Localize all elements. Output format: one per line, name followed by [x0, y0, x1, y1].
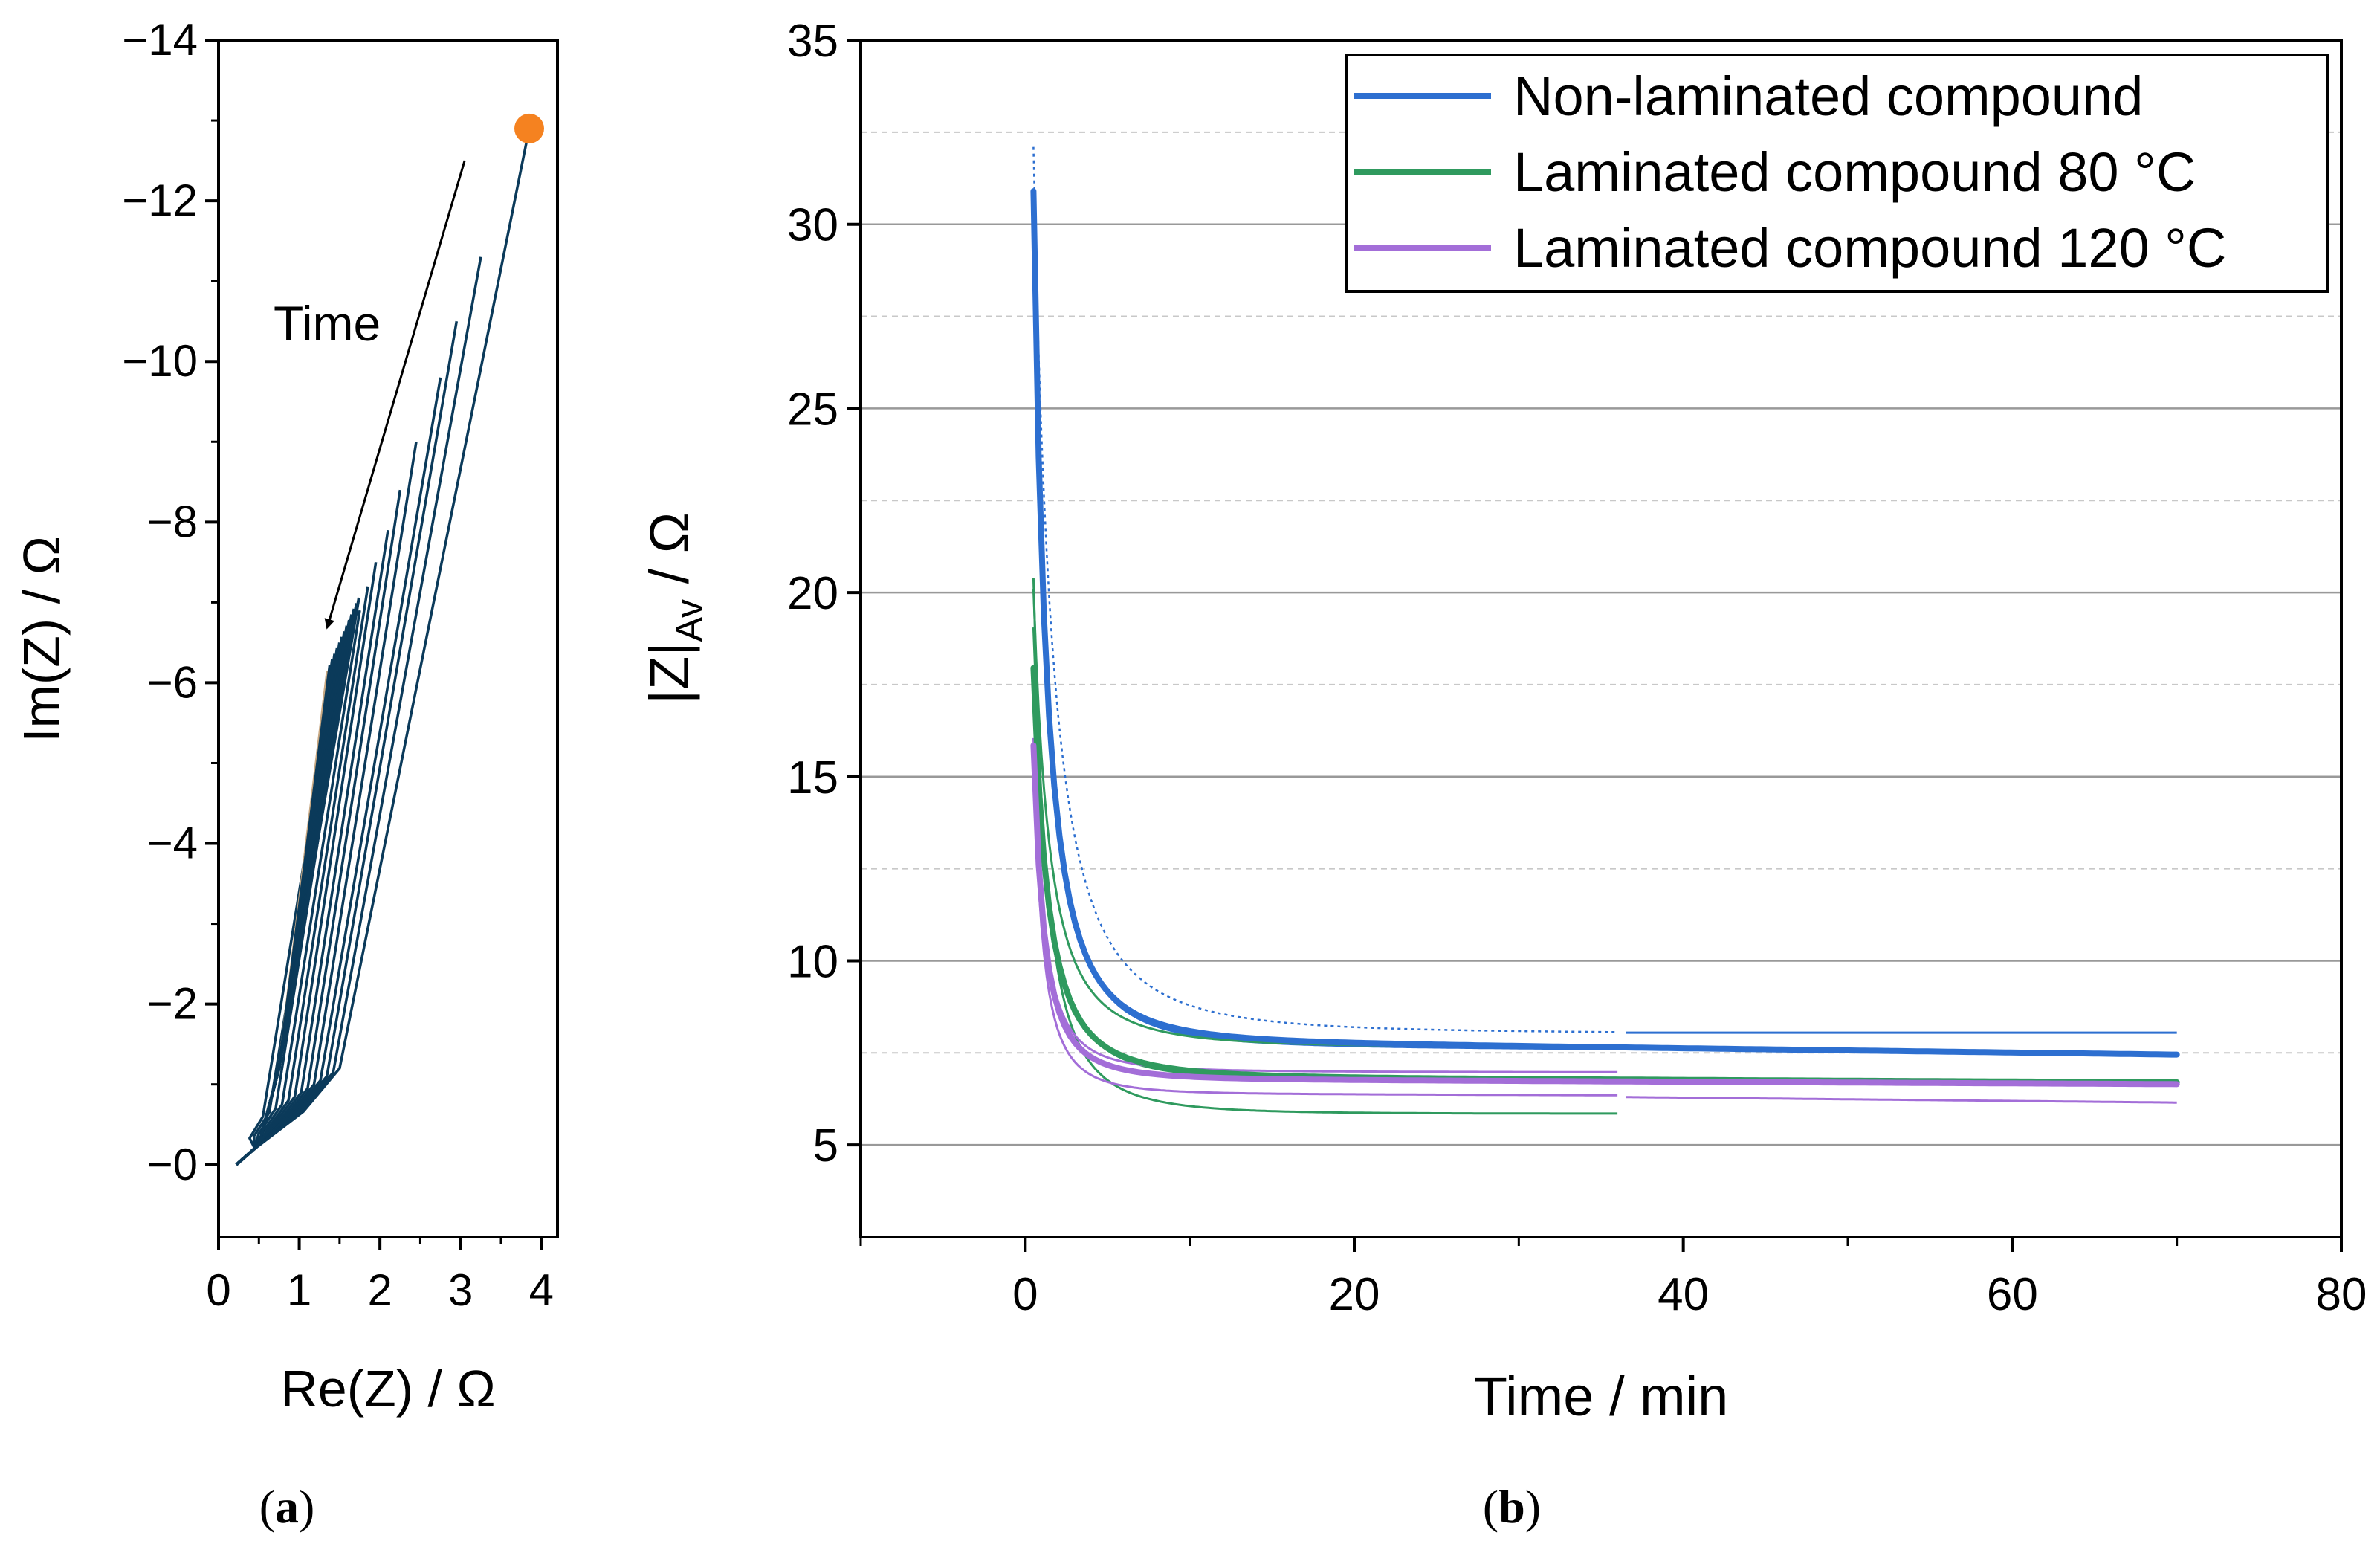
- replicate-line-non_laminated: [1032, 146, 1618, 1033]
- nyquist-late-spectrum-line: [235, 597, 360, 1166]
- impedance-y-axis-label-unit: / Ω: [638, 512, 700, 599]
- legend-box: [1345, 54, 2329, 293]
- impedance-x-tick-label: 40: [1658, 1269, 1709, 1320]
- nyquist-x-tick-label: 0: [206, 1265, 230, 1315]
- nyquist-y-tick-label: −0: [147, 1140, 198, 1189]
- nyquist-y-tick-label: −12: [122, 175, 198, 225]
- panel-label-b: (b): [1483, 1480, 1541, 1533]
- nyquist-y-tick-label: −10: [122, 336, 198, 386]
- impedance-y-tick-label: 30: [787, 200, 838, 251]
- nyquist-time-arrow: [324, 160, 466, 630]
- impedance-ticks: 5 10 15 20 25 30 35 0 20 40 60 80: [787, 16, 2367, 1320]
- replicate-line-lam120: [1032, 737, 1618, 1073]
- replicate-line-lam120: [1626, 1096, 2177, 1104]
- legend-label-non-laminated: Non-laminated compound: [1513, 65, 2143, 127]
- nyquist-x-axis-label: Re(Z) / Ω: [280, 1360, 496, 1418]
- impedance-x-axis-label: Time / min: [1474, 1366, 1729, 1427]
- nyquist-annotation-time: Time: [274, 296, 381, 351]
- legend-label-lam80: Laminated compound 80 °C: [1513, 141, 2196, 203]
- nyquist-x-tick-label: 1: [287, 1265, 311, 1315]
- impedance-time-panel: 5 10 15 20 25 30 35 0 20 40 60 80 Non-laminated com…: [638, 16, 2367, 1533]
- impedance-x-tick-label: 80: [2316, 1269, 2367, 1320]
- replicate-line-lam80: [1032, 578, 1618, 1115]
- impedance-y-axis-label: |Z|Av / Ω: [638, 512, 710, 704]
- impedance-y-tick-label: 10: [787, 936, 838, 987]
- nyquist-x-tick-label: 4: [529, 1265, 554, 1315]
- nyquist-series-group: [235, 113, 544, 1166]
- panel-label-a: (a): [259, 1480, 315, 1533]
- nyquist-x-tick-label: 3: [448, 1265, 473, 1315]
- nyquist-y-axis-label: Im(Z) / Ω: [13, 536, 71, 743]
- nyquist-y-tick-label: −8: [147, 497, 198, 546]
- impedance-frame: [859, 39, 2343, 1238]
- legend: Non-laminated compound Laminated compoun…: [1345, 54, 2329, 293]
- impedance-series-group: [1030, 146, 2180, 1115]
- impedance-y-tick-label: 35: [787, 16, 838, 67]
- mean-line-non_laminated: [1030, 188, 2180, 1058]
- panel-label-b-letter: b: [1498, 1480, 1525, 1533]
- impedance-x-tick-label: 60: [1987, 1269, 2038, 1320]
- impedance-y-axis-label-main: |Z|: [638, 642, 700, 704]
- nyquist-y-tick-label: −2: [147, 979, 198, 1029]
- nyquist-ticks: 0 1 2 3 4 −0 −2 −4 −6 −8 −10 −12 −14: [122, 15, 554, 1315]
- replicate-line-lam120: [1032, 754, 1618, 1097]
- impedance-y-tick-label: 25: [787, 384, 838, 435]
- nyquist-panel: 0 1 2 3 4−0−2−4−6−8−10−12−14 Time Re(Z) / Ω …: [13, 15, 559, 1533]
- nyquist-x-tick-label: 2: [367, 1265, 392, 1315]
- impedance-x-tick-label: 0: [1012, 1269, 1038, 1320]
- mean-line-lam120: [1030, 742, 2180, 1088]
- impedance-y-tick-label: 15: [787, 752, 838, 804]
- impedance-y-tick-label: 5: [813, 1120, 838, 1172]
- legend-label-lam120: Laminated compound 120 °C: [1513, 217, 2226, 279]
- panel-label-a-letter: a: [275, 1480, 299, 1533]
- impedance-x-tick-label: 20: [1329, 1269, 1380, 1320]
- impedance-y-axis-label-sub: Av: [668, 599, 710, 642]
- nyquist-frame: [217, 39, 559, 1238]
- impedance-y-tick-label: 20: [787, 568, 838, 619]
- nyquist-y-tick-label: −14: [122, 15, 198, 65]
- nyquist-y-tick-label: −4: [147, 818, 198, 868]
- nyquist-y-tick-label: −6: [147, 657, 198, 707]
- nyquist-start-marker: [514, 113, 544, 143]
